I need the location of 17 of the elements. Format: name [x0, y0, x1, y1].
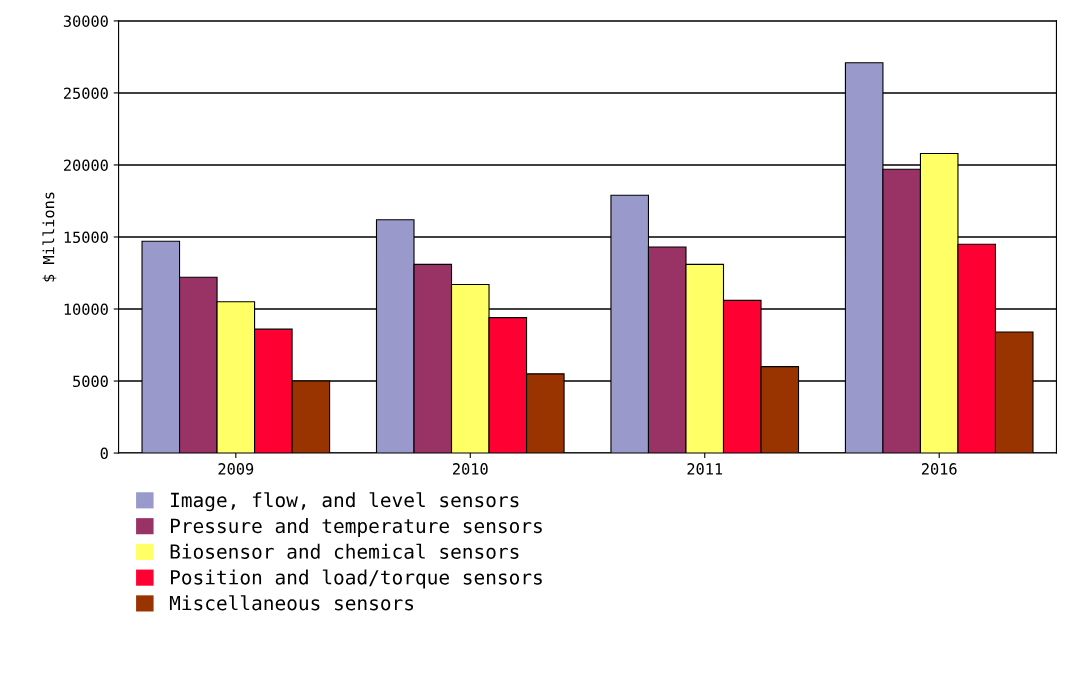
legend-label: Miscellaneous sensors — [169, 595, 414, 611]
y-tick-label: 15000 — [64, 231, 108, 244]
y-tick-label: 0 — [100, 447, 108, 460]
x-tick-label: 2016 — [921, 463, 957, 475]
y-tick-label: 10000 — [64, 303, 108, 316]
legend-label: Position and load/torque sensors — [171, 569, 542, 589]
legend-label: Pressure and temperature sensors — [171, 518, 542, 537]
y-tick-label: 30000 — [63, 15, 108, 27]
y-tick-label: 20000 — [64, 159, 108, 172]
legend-label: Image, flow, and level sensors — [171, 492, 519, 512]
legend-label: Biosensor and chemical sensors — [170, 543, 519, 559]
y-tick-label: 5000 — [73, 375, 108, 388]
x-tick-label: 2010 — [453, 463, 488, 475]
x-tick-label: 2009 — [218, 463, 254, 475]
x-tick-label: 2011 — [687, 463, 723, 475]
y-axis-title: $ Millions — [42, 192, 57, 282]
y-tick-label: 25000 — [64, 87, 108, 99]
